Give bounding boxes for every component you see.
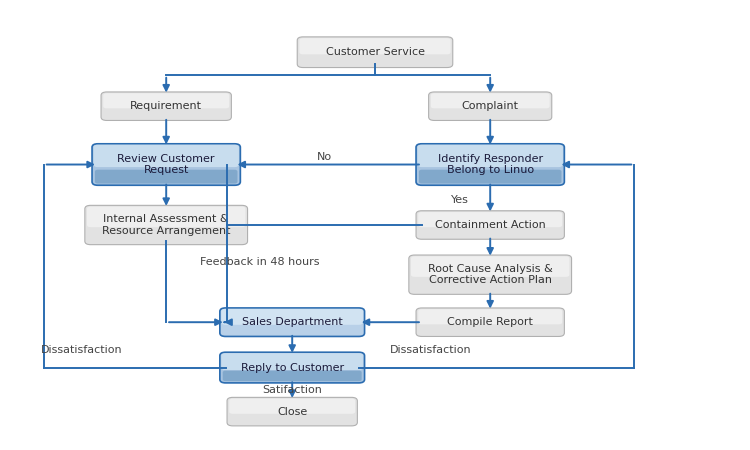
FancyBboxPatch shape [221,309,363,325]
Text: Sales Department: Sales Department [242,317,343,327]
Text: Reply to Customer: Reply to Customer [241,363,344,373]
FancyBboxPatch shape [104,93,230,108]
FancyBboxPatch shape [95,170,238,184]
FancyBboxPatch shape [416,308,564,337]
FancyBboxPatch shape [299,38,451,54]
FancyBboxPatch shape [101,92,231,121]
Text: Customer Service: Customer Service [326,47,424,57]
FancyBboxPatch shape [430,93,550,108]
Text: Yes: Yes [451,195,469,205]
FancyBboxPatch shape [416,211,564,239]
FancyBboxPatch shape [411,256,569,277]
FancyBboxPatch shape [85,205,248,245]
Text: Dissatisfaction: Dissatisfaction [390,345,472,356]
FancyBboxPatch shape [416,144,564,185]
FancyBboxPatch shape [419,309,562,324]
FancyBboxPatch shape [220,308,364,337]
Text: Feedback in 48 hours: Feedback in 48 hours [200,256,320,267]
Text: No: No [317,152,332,162]
Text: Identify Responder
Belong to Linuo: Identify Responder Belong to Linuo [438,154,543,176]
FancyBboxPatch shape [297,37,453,68]
FancyBboxPatch shape [429,92,552,121]
Text: Root Cause Analysis &
Corrective Action Plan: Root Cause Analysis & Corrective Action … [427,264,553,285]
Text: Containment Action: Containment Action [435,220,545,230]
FancyBboxPatch shape [227,397,357,426]
FancyBboxPatch shape [223,371,362,381]
Text: Complaint: Complaint [462,101,519,111]
FancyBboxPatch shape [419,170,562,184]
FancyBboxPatch shape [94,144,239,167]
FancyBboxPatch shape [419,212,562,227]
FancyBboxPatch shape [418,144,563,167]
Text: Close: Close [277,407,308,417]
Text: Satifaction: Satifaction [262,385,322,395]
FancyBboxPatch shape [87,207,245,227]
Text: Review Customer
Request: Review Customer Request [118,154,215,176]
FancyBboxPatch shape [221,353,363,370]
Text: Dissatisfaction: Dissatisfaction [41,345,123,356]
FancyBboxPatch shape [230,399,356,414]
FancyBboxPatch shape [220,352,364,383]
Text: Requirement: Requirement [130,101,203,111]
FancyBboxPatch shape [409,255,572,294]
Text: Compile Report: Compile Report [447,317,533,327]
FancyBboxPatch shape [92,144,240,185]
Text: Internal Assessment &
Resource Arrangement: Internal Assessment & Resource Arrangeme… [102,214,230,236]
